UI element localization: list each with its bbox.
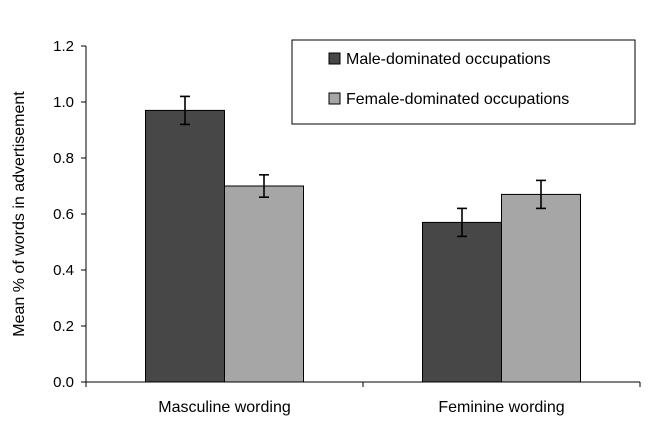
y-tick-label: 0.2: [53, 318, 74, 335]
y-axis-title: Mean % of words in advertisement: [11, 91, 28, 337]
y-tick-label: 1.0: [53, 94, 74, 111]
x-category-label: Feminine wording: [438, 399, 564, 416]
legend-swatch: [328, 52, 341, 65]
y-tick-label: 0.6: [53, 206, 74, 223]
legend-label: Female-dominated occupations: [346, 91, 569, 108]
bar: [145, 109, 225, 383]
bar: [224, 185, 304, 383]
legend-items: Male-dominated occupations Female-dominat…: [328, 51, 569, 108]
y-axis-ticks: 0.0 0.2 0.4 0.6 0.8 1.0 1.2: [53, 38, 86, 391]
error-bars: [180, 95, 546, 238]
y-tick-label: 0.4: [53, 262, 74, 279]
plot-area: 0.0 0.2 0.4 0.6 0.8 1.0 1.2 Masculine wording F…: [53, 38, 641, 416]
legend-label: Male-dominated occupations: [346, 51, 551, 68]
legend-box: [291, 39, 636, 125]
legend-swatch: [328, 92, 341, 105]
x-axis-ticks: Masculine wording Feminine wording: [85, 382, 641, 416]
x-category-label: Masculine wording: [158, 399, 291, 416]
legend: Male-dominated occupations Female-dominat…: [291, 39, 636, 125]
y-tick-label: 0.0: [53, 374, 74, 391]
y-tick-label: 0.8: [53, 150, 74, 167]
bar: [501, 193, 581, 383]
bar: [422, 221, 502, 383]
bars: [145, 109, 581, 383]
y-tick-label: 1.2: [53, 38, 74, 55]
